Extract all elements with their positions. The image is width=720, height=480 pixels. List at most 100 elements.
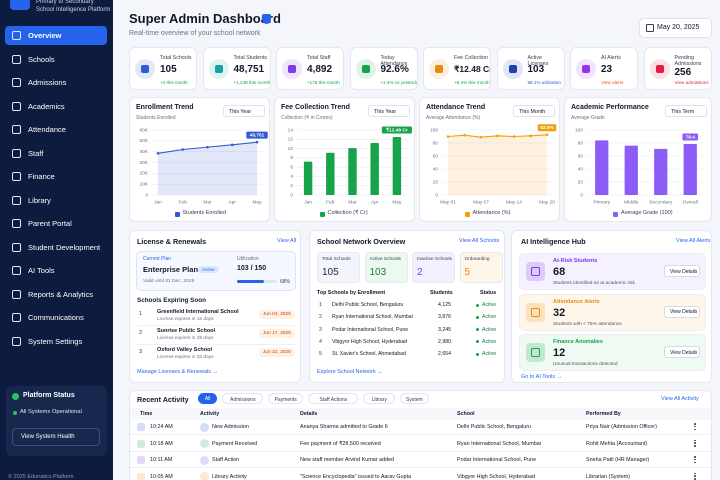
kpi-label: Total Students: [233, 55, 268, 61]
nav-item[interactable]: Academics: [5, 97, 107, 116]
nav-item[interactable]: System Settings: [5, 332, 107, 351]
point: [255, 140, 259, 144]
period-dropdown[interactable]: This Year: [368, 105, 410, 117]
panel-link[interactable]: View All Schools: [459, 238, 500, 244]
filter-tab[interactable]: Staff Actions: [308, 393, 359, 404]
nav-item[interactable]: Admissions: [5, 73, 107, 92]
panel-footer-link[interactable]: Explore School Network →: [317, 369, 383, 375]
y-tick-label: 2: [290, 183, 293, 189]
filter-tab[interactable]: Payments: [268, 393, 304, 404]
chart-subtitle: Students Enrolled: [136, 115, 176, 121]
kpi-icon-glyph: [141, 65, 149, 73]
alert-desc: Students with < 75% attendance: [553, 321, 622, 327]
chart-title: Attendance Trend: [426, 104, 486, 111]
panel-footer-link[interactable]: Manage Licenses & Renewals →: [137, 369, 219, 375]
students: 3,245: [438, 326, 451, 333]
legend: Average Grade (100): [565, 210, 711, 218]
panel-link[interactable]: View All Activity: [661, 396, 699, 402]
date-label: May 20, 2025: [657, 24, 700, 31]
nav-item[interactable]: Parent Portal: [5, 214, 107, 233]
kpi-value: 92.6%: [380, 64, 409, 75]
table-header: Students: [430, 290, 453, 296]
value-label: 78.4: [686, 134, 696, 140]
kpi-value: 4,892: [307, 64, 333, 75]
activity-icon: [200, 422, 209, 432]
y-tick-label: 60K: [139, 127, 148, 133]
period-dropdown[interactable]: This Term: [665, 105, 707, 117]
kpi-note: View alerts: [601, 80, 624, 85]
y-tick-label: 50K: [139, 138, 148, 144]
table-header: Details: [300, 411, 318, 417]
filter-tab[interactable]: Admissions: [222, 393, 264, 404]
nav-label: Schools: [28, 54, 55, 64]
filter-tab[interactable]: All: [198, 393, 218, 404]
point: [479, 135, 483, 139]
nav-item[interactable]: Attendance: [5, 120, 107, 139]
stat-box: Inactive Schools 2: [412, 252, 455, 283]
period-dropdown[interactable]: This Month: [513, 105, 555, 117]
x-tick-label: Middle: [624, 199, 638, 205]
kpi-note: +4 this month: [160, 80, 188, 85]
x-tick-label: Mar: [203, 199, 212, 205]
nav-icon: [12, 289, 21, 299]
performed-by: Sneha Patil (HR Manager): [586, 457, 650, 463]
menu-dot: [694, 475, 696, 477]
legend-swatch: [319, 211, 325, 217]
kpi-value: ₹12.48 Cr: [454, 64, 491, 74]
panel-link[interactable]: View All Alerts: [676, 238, 711, 244]
nav-item[interactable]: Schools: [5, 50, 107, 69]
view-button[interactable]: View Details: [664, 305, 700, 318]
view-button[interactable]: View Details: [664, 346, 700, 358]
nav-label: Attendance: [28, 125, 66, 134]
kpi-card: Total Staff 4,892 +176 this month: [276, 47, 344, 90]
activity-name: New Admission: [212, 424, 249, 430]
view-button[interactable]: View Details: [664, 265, 700, 277]
status-button[interactable]: View System Health: [12, 428, 100, 446]
kpi-note: +2.4% vs yesterday: [380, 80, 418, 85]
period-dropdown[interactable]: This Year: [223, 105, 265, 117]
x-tick-label: May: [392, 199, 402, 205]
filter-tab[interactable]: System: [400, 393, 429, 404]
kpi-label: Total Schools: [160, 55, 192, 61]
value-label: ₹12.48 Cr: [386, 127, 408, 133]
chart: 0 10K 20K 30K 40K 50K 60K Jan Feb Mar Apr May 48,751: [139, 127, 268, 205]
nav-icon: [12, 54, 21, 64]
value-label-bg: [381, 126, 412, 134]
point: [529, 134, 532, 138]
chart-title: Academic Performance: [571, 104, 649, 111]
time-icon: [137, 423, 145, 431]
nav-item[interactable]: Communications: [5, 308, 107, 327]
nav-item[interactable]: Overview: [5, 26, 107, 45]
nav-item[interactable]: AI Tools: [5, 261, 107, 280]
activity-name: Payment Received: [212, 440, 258, 447]
menu-dot: [694, 461, 696, 464]
x-tick-label: Feb: [326, 199, 335, 205]
legend-swatch: [464, 211, 470, 217]
panel-link[interactable]: View All: [277, 238, 297, 244]
nav-icon: [12, 78, 21, 87]
status-title: Platform Status: [23, 392, 75, 399]
nav-label: Finance: [28, 172, 55, 181]
alert-card: Attendance Alerts 32 Students with < 75% a…: [519, 293, 706, 331]
nav-item[interactable]: Staff: [5, 144, 107, 163]
filter-tab[interactable]: Library: [363, 393, 396, 404]
details: "Science Encyclopedia" issued to Aarav G…: [300, 473, 412, 480]
time-icon: [137, 456, 145, 464]
stat-label: Total Schools: [322, 257, 351, 262]
legend: Collection (₹ Cr): [275, 210, 414, 218]
nav-item[interactable]: Finance: [5, 167, 107, 186]
nav-label: Communications: [28, 313, 84, 322]
nav-item[interactable]: Reports & Analytics: [5, 285, 107, 304]
status-box: Platform Status All Systems Operational Vi…: [6, 386, 107, 456]
nav-item[interactable]: Student Development: [5, 238, 107, 257]
kpi-label: Today Attendance: [380, 55, 408, 67]
panel-footer-link[interactable]: Go to AI Tools →: [521, 374, 563, 380]
y-tick-label: 8: [290, 155, 293, 161]
nav-item[interactable]: Library: [5, 191, 107, 210]
chart-panel: Enrollment Trend Students Enrolled This Ye…: [129, 97, 270, 222]
kpi-card: Today Attendance 92.6% +2.4% vs yesterday: [349, 47, 418, 90]
progress-label: 68%: [280, 278, 291, 285]
date-picker[interactable]: May 20, 2025: [639, 18, 712, 38]
expiry-date: Jun 04, 2025: [259, 310, 295, 319]
point: [181, 148, 185, 151]
